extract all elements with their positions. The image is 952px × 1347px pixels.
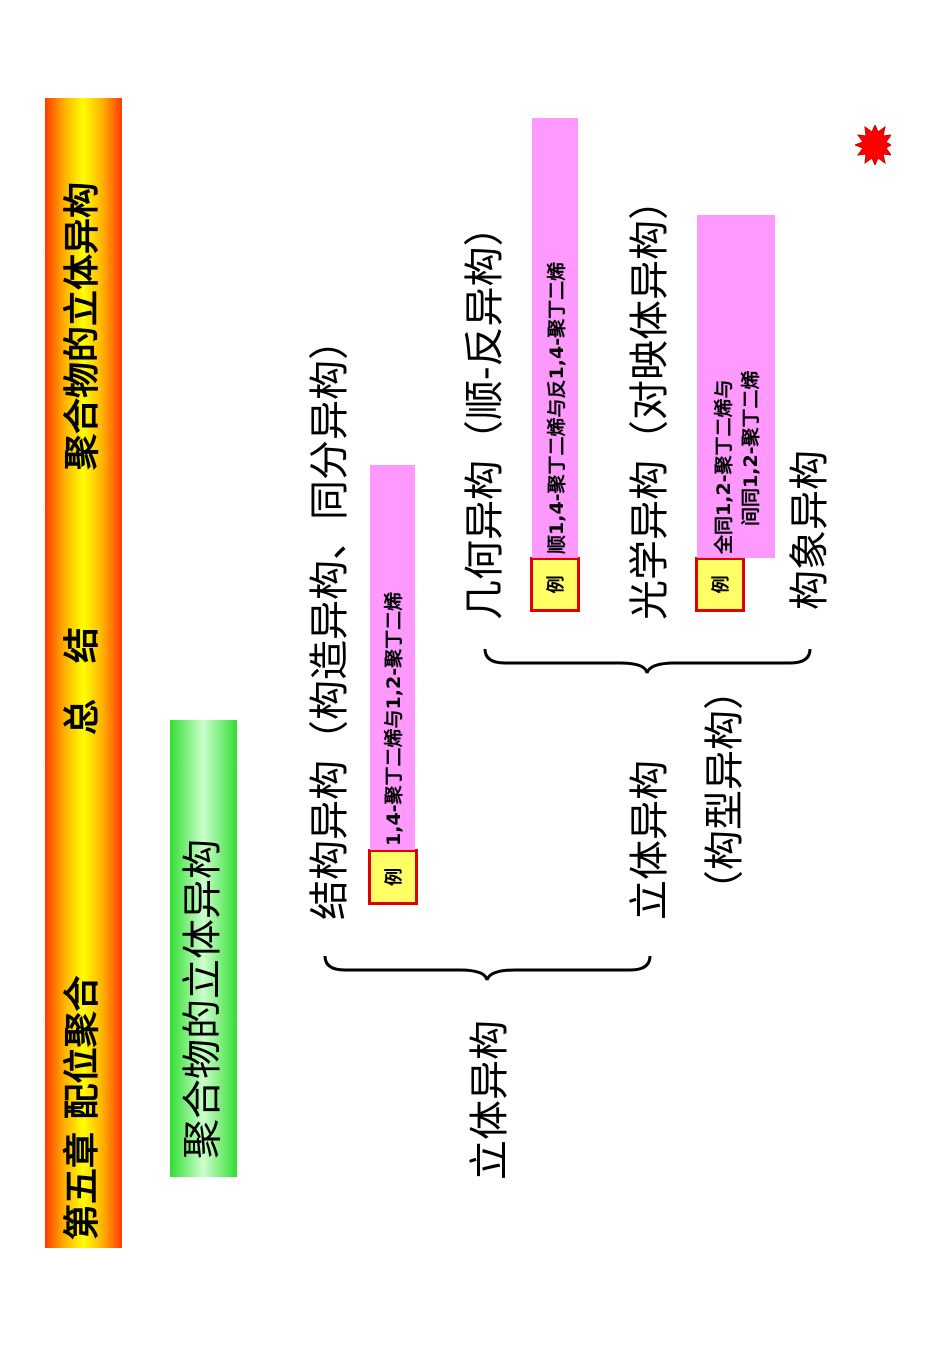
node-label: 结构异构（构造异构、同分异构） [307,320,353,920]
title-bar: 第五章 配位聚合 总 结 聚合物的立体异构 [45,98,122,1248]
star-icon [855,125,891,165]
example-text: 全同1,2-聚丁二烯与 [713,379,735,554]
example-box: 全同1,2-聚丁二烯与 间同1,2-聚丁二烯 [697,215,775,558]
chapter-title: 第五章 配位聚合 [62,975,103,1240]
node-label: 光学异构（对映体异构） [627,180,673,620]
brace [323,955,652,981]
example-text: 顺1,4-聚丁二烯与反1,4-聚丁二烯 [545,261,568,554]
topic-title: 聚合物的立体异构 [62,181,103,470]
example-box: 顺1,4-聚丁二烯与反1,4-聚丁二烯 [532,118,578,558]
subtitle: 聚合物的立体异构 [180,839,226,1159]
node-label: 立体异构 [627,760,673,920]
brace [483,648,812,674]
node-label: 几何异构（顺-反异构） [462,206,508,620]
example-tag: 例 [530,557,580,612]
example-tag: 例 [368,849,418,905]
example-box: 1,4-聚丁二烯与1,2-聚丁二烯 [370,465,415,850]
example-tag: 例 [695,557,745,612]
example-text: 1,4-聚丁二烯与1,2-聚丁二烯 [383,591,405,846]
subtitle-box: 聚合物的立体异构 [170,720,237,1177]
node-label: 构象异构 [787,450,833,610]
root-label: 立体异构 [467,1020,513,1180]
example-text: 间同1,2-聚丁二烯 [740,370,762,526]
node-sublabel: （构型异构） [702,670,748,910]
summary-title: 总 结 [62,626,103,735]
